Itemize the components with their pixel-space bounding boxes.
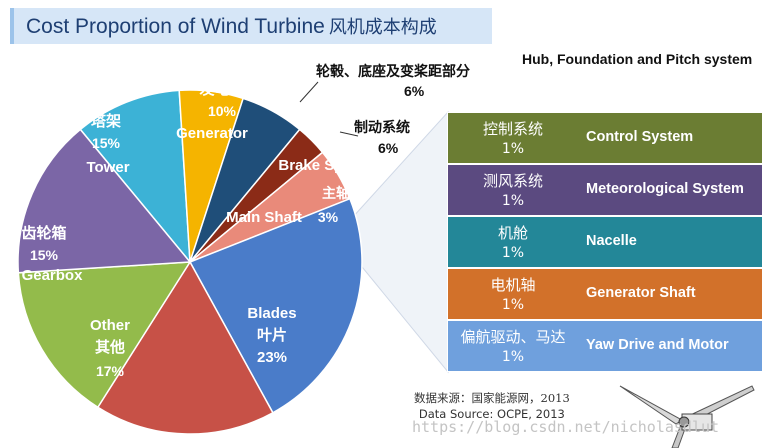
row-en: Control System [586,129,694,145]
pie-slice-6 [96,260,274,435]
slice-5-name-cn: 叶片 [257,326,287,344]
row-pct: 1% [501,193,525,209]
source-cn: 数据来源：国家能源网，2013 [414,391,570,405]
row-cn: 测风系统 [482,172,543,190]
row-en: Nacelle [586,233,637,249]
row-pct: 1% [501,297,525,313]
page-title: Cost Proportion of Wind Turbine 风机成本构成 [26,13,437,39]
source-en: Data Source: OCPE, 2013 [418,407,565,421]
slice-3-pct-label: 3% [318,209,339,225]
slice-7-name-cn: 齿轮箱 [21,224,66,242]
hub-label-en: Hub, Foundation and Pitch system [522,51,753,67]
pie-slice-8 [17,128,192,274]
slice-6-name-cn: 其他 [95,338,125,356]
wind-turbine-illustration [619,385,755,448]
row-cn: 机舱 [497,224,528,242]
row-cn: 控制系统 [482,120,543,138]
row-cn: 偏航驱动、马达 [460,328,566,346]
slice-0-name-cn: 发电机 [198,80,244,98]
hub-leader-line [299,81,319,103]
pie-slice-5 [188,197,363,414]
table-row: 电机轴 1% Generator Shaft [447,268,763,320]
slice-8-name-en: Tower [86,159,129,176]
title-cn: 风机成本构成 [328,17,437,37]
table-row: 控制系统 1% Control System [447,112,763,164]
slice-8-pct-label: 15% [92,135,121,151]
slice-0-name-en: Generator [176,125,248,142]
table-row: 测风系统 1% Meteorological System [447,164,763,216]
slice-7-name-en: Gearbox [22,267,84,284]
slice-7-pct-label: 15% [30,247,59,263]
data-source: 数据来源：国家能源网，2013 Data Source: OCPE, 2013 [414,390,570,422]
watermark-url: https://blog.csdn.net/nicholasdlut [412,418,720,436]
slice-6-name-en: Other [90,317,130,334]
pie-slice-0 [79,89,191,265]
slice-5-name-en: Blades [247,305,296,322]
slice-8-name-cn: 塔架 [91,112,121,130]
row-pct: 1% [501,349,525,365]
small-components-table: 控制系统 1% Control System 测风系统 1% Meteorological… [447,112,763,372]
title-en: Cost Proportion of Wind Turbine [26,15,325,38]
row-en: Yaw Drive and Motor [586,337,729,353]
slice-3-name-en: Main Shaft [226,209,302,226]
slice-3-name-cn: 主轴 [322,185,350,201]
slice-5-pct-label: 23% [257,349,287,366]
slice-2-name-en: Brake System [278,157,377,174]
table-connector [351,110,449,374]
row-en: Generator Shaft [586,285,696,301]
hub-label-cn: 轮毂、底座及变桨距部分 [316,63,470,79]
brake-leader-line [339,131,359,137]
slice-0-pct-label: 10% [208,103,237,119]
table-row: 偏航驱动、马达 1% Yaw Drive and Motor [447,320,763,372]
table-row: 机舱 1% Nacelle [447,216,763,268]
brake-label-pct: 6% [378,140,399,156]
row-pct: 1% [501,245,525,261]
hub-label-pct: 6% [404,83,425,99]
brake-label-cn: 制动系统 [354,119,410,135]
slice-6-pct-label: 17% [96,363,125,379]
title-bar: Cost Proportion of Wind Turbine 风机成本构成 [10,8,492,44]
row-en: Meteorological System [586,181,744,197]
row-pct: 1% [501,141,525,157]
row-cn: 电机轴 [490,276,536,294]
pie-slice-7 [17,261,192,409]
